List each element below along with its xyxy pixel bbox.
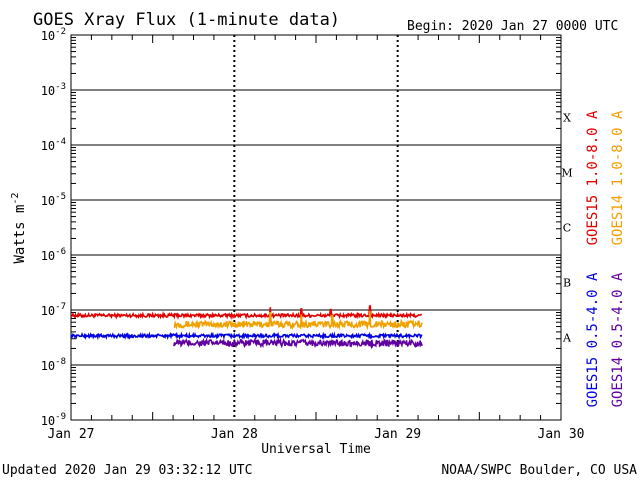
y-tick-base: 10 — [41, 359, 55, 373]
flare-class-label: C — [563, 222, 571, 235]
y-tick-exponent: -2 — [55, 27, 66, 37]
y-tick-label: 10-9 — [41, 412, 66, 428]
y-tick-label: 10-3 — [41, 82, 66, 98]
day-gridlines — [233, 35, 399, 420]
y-tick-exponent: -3 — [55, 82, 66, 92]
y-tick-base: 10 — [41, 414, 55, 428]
y-axis-label-exponent: -2 — [10, 192, 21, 204]
updated-timestamp: Updated 2020 Jan 29 03:32:12 UTC — [2, 463, 252, 478]
legend-entry: GOES15 0.5-4.0 A — [585, 272, 601, 407]
y-tick-label: 10-5 — [41, 192, 66, 208]
legend-entry: GOES15 1.0-8.0 A — [585, 110, 601, 245]
y-tick-label: 10-8 — [41, 357, 66, 373]
flare-class-label: A — [562, 332, 572, 345]
y-axis-label-text: Watts m — [12, 205, 28, 264]
series-line — [70, 305, 422, 321]
flare-class-label: B — [563, 277, 571, 290]
y-tick-base: 10 — [41, 84, 55, 98]
y-tick-exponent: -8 — [55, 357, 66, 367]
y-axis-label: Watts m-2 — [10, 192, 28, 263]
credit-label: NOAA/SWPC Boulder, CO USA — [441, 463, 637, 478]
y-tick-base: 10 — [41, 304, 55, 318]
y-tick-base: 10 — [41, 194, 55, 208]
svg-text:Watts m-2: Watts m-2 — [10, 192, 28, 263]
y-tick-exponent: -5 — [55, 192, 66, 202]
y-tick-base: 10 — [41, 249, 55, 263]
series-lines — [70, 305, 423, 350]
legend-entry: GOES14 1.0-8.0 A — [610, 110, 626, 245]
x-tick-label: Jan 28 — [211, 427, 258, 442]
y-tick-label: 10-2 — [41, 27, 66, 43]
x-tick-label: Jan 27 — [48, 427, 95, 442]
y-tick-base: 10 — [41, 139, 55, 153]
chart-title: GOES Xray Flux (1-minute data) — [33, 10, 340, 30]
x-tick-labels: Jan 27 Jan 28 Jan 29 Jan 30 — [48, 427, 585, 442]
x-axis-label: Universal Time — [261, 442, 371, 457]
flare-class-label: X — [563, 112, 571, 125]
y-tick-base: 10 — [41, 29, 55, 43]
series-line — [70, 331, 423, 341]
x-tick-label: Jan 30 — [538, 427, 585, 442]
series-line — [173, 311, 423, 331]
y-tick-exponent: -6 — [55, 247, 66, 257]
begin-label: Begin: 2020 Jan 27 0000 UTC — [407, 19, 618, 34]
plot-frame — [70, 34, 562, 421]
legend: GOES15 1.0-8.0 A GOES14 1.0-8.0 A GOES15 0… — [585, 110, 626, 407]
axis-ticks — [71, 35, 561, 420]
y-tick-labels: 10-210-310-410-510-610-710-810-9 — [41, 27, 66, 428]
y-tick-label: 10-4 — [41, 137, 66, 153]
y-tick-label: 10-7 — [41, 302, 66, 318]
x-tick-label: Jan 29 — [374, 427, 421, 442]
y-tick-exponent: -9 — [55, 412, 66, 422]
y-tick-exponent: -4 — [55, 137, 66, 147]
legend-entry: GOES14 0.5-4.0 A — [610, 272, 626, 407]
series-line — [173, 336, 423, 350]
plot-area — [70, 34, 562, 421]
flare-class-label: M — [561, 167, 572, 180]
y-tick-label: 10-6 — [41, 247, 66, 263]
flare-class-labels: X M C B A — [561, 112, 572, 345]
y-tick-exponent: -7 — [55, 302, 66, 312]
decade-gridlines — [71, 89, 561, 366]
